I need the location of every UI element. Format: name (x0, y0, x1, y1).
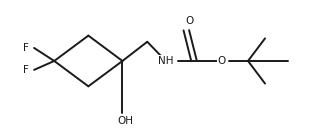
Text: O: O (218, 56, 226, 66)
Text: F: F (24, 65, 29, 75)
Text: OH: OH (117, 116, 134, 125)
Text: NH: NH (158, 56, 174, 66)
Text: O: O (185, 16, 193, 25)
Text: F: F (24, 43, 29, 53)
